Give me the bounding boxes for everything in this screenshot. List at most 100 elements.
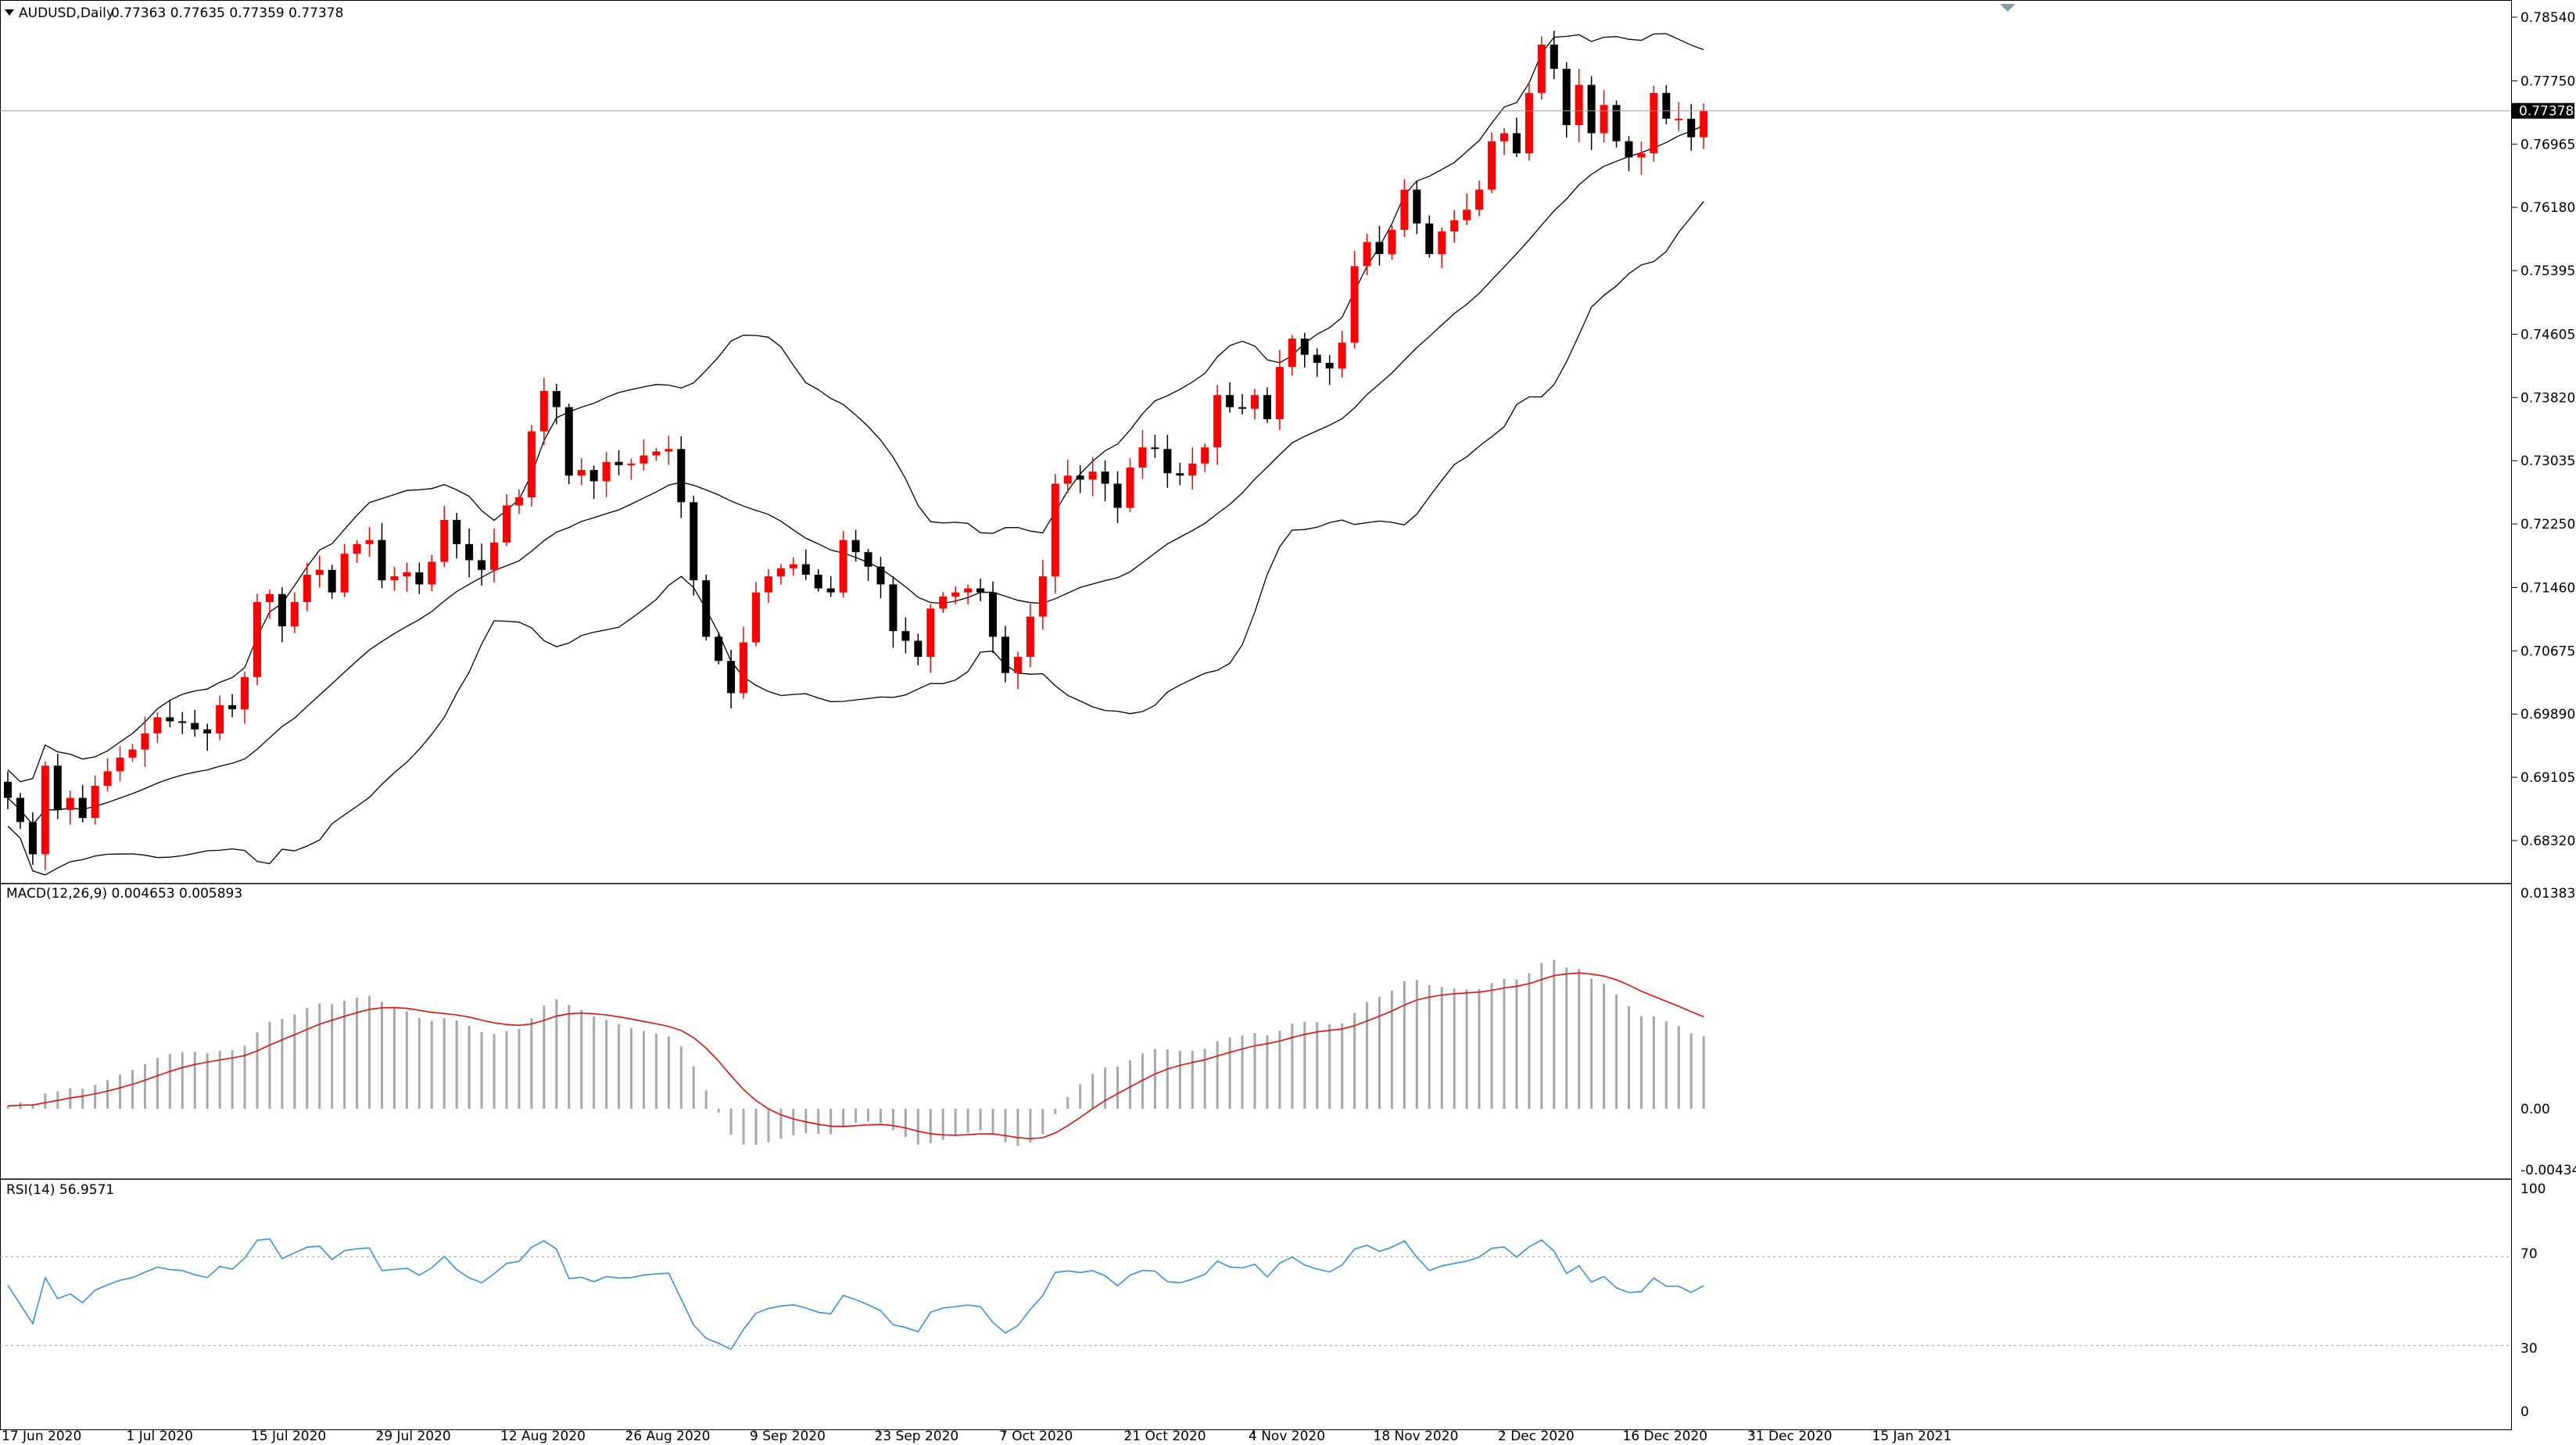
bearish-candle	[203, 729, 212, 733]
bearish-candle	[191, 722, 199, 730]
bearish-candle	[478, 560, 486, 570]
bearish-candle	[4, 781, 12, 798]
bullish-candle	[365, 540, 374, 544]
price-tick-label: 0.68320	[2520, 834, 2575, 849]
bullish-candle	[839, 540, 847, 593]
price-tick-label: 0.73820	[2520, 390, 2575, 406]
rsi-line	[7, 1238, 1704, 1350]
bullish-candle	[103, 771, 112, 786]
bullish-candle	[1537, 45, 1546, 93]
date-label: 16 Dec 2020	[1623, 1429, 1708, 1444]
bullish-candle	[764, 576, 772, 593]
bearish-candle	[1612, 105, 1621, 142]
current-price-label: 0.77378	[2519, 104, 2574, 120]
bullish-candle	[1126, 467, 1134, 508]
bullish-candle	[141, 733, 149, 750]
bullish-candle	[290, 602, 299, 626]
macd-pane	[6, 959, 1705, 1146]
date-label: 18 Nov 2020	[1374, 1429, 1459, 1444]
bullish-candle	[665, 449, 673, 452]
date-label: 17 Jun 2020	[2, 1429, 81, 1444]
bullish-candle	[1138, 447, 1147, 468]
bullish-candle	[602, 461, 611, 482]
bearish-candle	[901, 631, 910, 641]
bullish-candle	[539, 391, 548, 432]
bullish-candle	[577, 470, 586, 476]
bullish-candle	[527, 431, 536, 498]
bullish-candle	[340, 554, 349, 593]
bearish-candle	[1176, 473, 1184, 476]
price-tick-label: 0.73035	[2520, 454, 2575, 469]
rsi-label: RSI(14) 56.9571	[6, 1182, 114, 1198]
bullish-candle	[652, 451, 661, 456]
chart-shift-marker-icon[interactable]	[2000, 4, 2015, 12]
bullish-candle	[440, 519, 449, 562]
bollinger-lower-band	[7, 201, 1704, 876]
bullish-candle	[1063, 475, 1072, 484]
bullish-candle	[403, 572, 411, 577]
bullish-candle	[640, 455, 648, 464]
bearish-candle	[328, 569, 336, 593]
bullish-candle	[116, 757, 124, 772]
macd-axis-top: 0.013833	[2520, 886, 2576, 902]
bearish-candle	[465, 543, 474, 561]
price-tick-label: 0.72250	[2520, 517, 2575, 532]
candlesticks	[4, 30, 1708, 870]
bearish-candle	[53, 766, 62, 810]
bullish-candle	[1475, 189, 1484, 210]
chart-frame	[0, 0, 2512, 1430]
price-tick-label: 0.70675	[2520, 644, 2575, 659]
bearish-candle	[1425, 223, 1434, 254]
price-tick-label: 0.78540	[2520, 10, 2575, 26]
bearish-candle	[851, 540, 860, 553]
symbol-dropdown-icon[interactable]	[5, 9, 14, 16]
price-tick-label: 0.76180	[2520, 200, 2575, 216]
bearish-candle	[1550, 45, 1558, 69]
date-axis: 17 Jun 2020 1 Jul 2020 15 Jul 2020 29 Jul 2…	[2, 1429, 1951, 1444]
bearish-candle	[178, 721, 187, 723]
bearish-candle	[1687, 118, 1696, 138]
bearish-candle	[1076, 475, 1084, 480]
bullish-candle	[1438, 231, 1446, 254]
bullish-candle	[1637, 153, 1646, 158]
bullish-candle	[1213, 395, 1222, 448]
symbol-label[interactable]: AUDUSD,Daily	[19, 5, 114, 21]
rsi-pane	[0, 1238, 2511, 1350]
bullish-candle	[303, 574, 311, 603]
bearish-candle	[1263, 395, 1271, 420]
bullish-candle	[241, 676, 249, 710]
bullish-candle	[153, 717, 162, 733]
bearish-candle	[552, 391, 561, 407]
bullish-candle	[265, 593, 274, 603]
date-label: 4 Nov 2020	[1249, 1429, 1325, 1444]
date-label: 15 Jan 2021	[1872, 1429, 1952, 1444]
bearish-candle	[1512, 133, 1521, 154]
bearish-candle	[1238, 407, 1247, 409]
price-axis: 0.78540 0.77750 0.76965 0.76180 0.75395 0.746…	[0, 10, 2575, 849]
bullish-candle	[1575, 84, 1583, 126]
bullish-candle	[1463, 210, 1471, 221]
bearish-candle	[1101, 472, 1109, 484]
bearish-candle	[1163, 449, 1172, 474]
bearish-candle	[715, 636, 723, 662]
bullish-candle	[514, 497, 523, 506]
bearish-candle	[702, 580, 711, 637]
bollinger-middle-band	[7, 125, 1704, 826]
bollinger-bands	[7, 33, 1704, 876]
bearish-candle	[1375, 242, 1384, 254]
bearish-candle	[1325, 363, 1334, 369]
bearish-candle	[914, 640, 923, 658]
bearish-candle	[278, 593, 286, 626]
ohlc-values: 0.77363 0.77635 0.77359 0.77378	[111, 5, 343, 21]
bullish-candle	[41, 766, 49, 855]
price-tick-label: 0.69105	[2520, 770, 2575, 786]
bullish-candle	[1338, 342, 1346, 369]
bullish-candle	[1450, 220, 1459, 232]
bullish-candle	[1524, 92, 1533, 154]
date-label: 21 Oct 2020	[1124, 1429, 1206, 1444]
bearish-candle	[28, 822, 37, 855]
bearish-candle	[1587, 84, 1596, 134]
bearish-candle	[415, 572, 424, 585]
bullish-candle	[91, 785, 99, 819]
